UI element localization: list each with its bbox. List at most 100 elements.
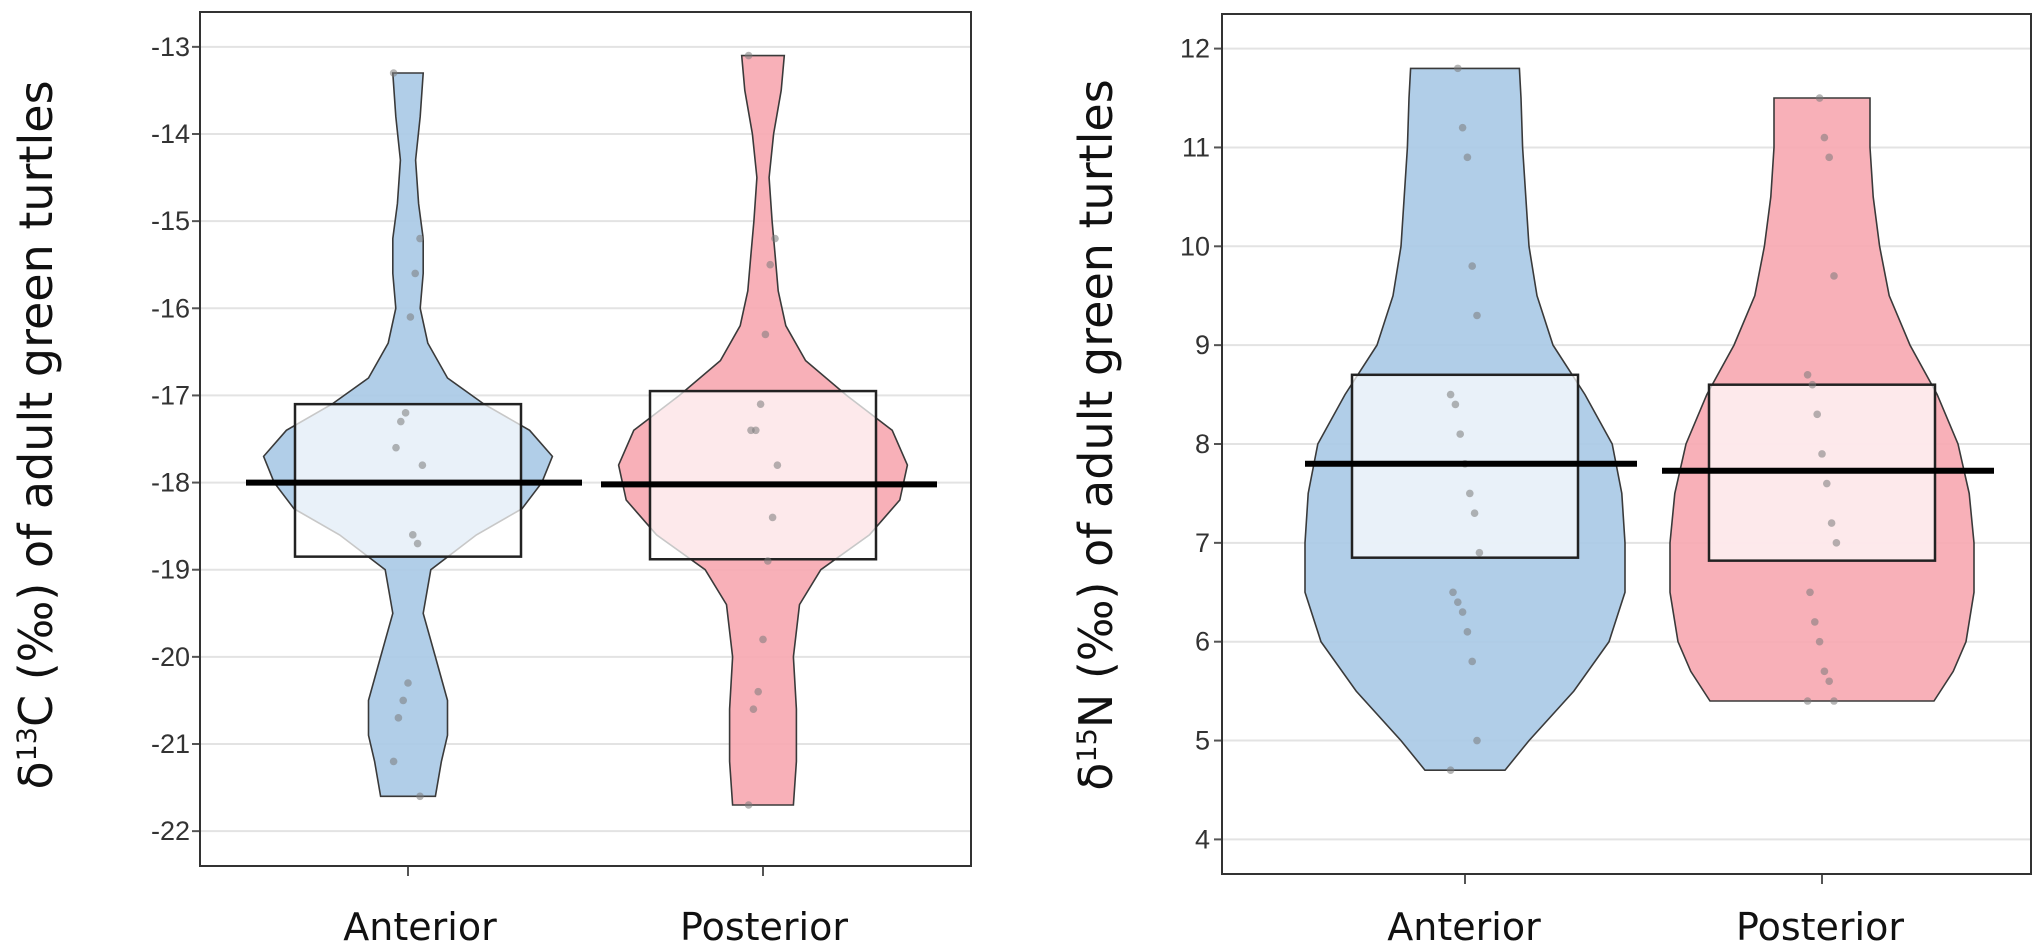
data-point xyxy=(1475,548,1484,557)
data-point xyxy=(1803,371,1812,379)
group-posterior xyxy=(601,51,937,876)
data-point xyxy=(1446,766,1455,775)
data-point xyxy=(771,234,779,243)
data-point xyxy=(1463,628,1472,636)
data-point xyxy=(747,426,755,435)
data-point xyxy=(1818,450,1826,458)
data-point xyxy=(1470,509,1479,517)
data-point xyxy=(1454,64,1462,73)
y-tick-label: 5 xyxy=(1195,726,1210,756)
data-point xyxy=(418,461,427,469)
y-tick-label: -14 xyxy=(151,119,190,149)
group-anterior xyxy=(1304,64,1637,884)
data-point xyxy=(759,635,767,644)
data-point xyxy=(1454,598,1462,606)
group-anterior xyxy=(246,69,582,876)
y-tick-label: -22 xyxy=(151,816,190,846)
data-point xyxy=(409,531,417,539)
data-point xyxy=(766,260,774,269)
data-point xyxy=(744,51,753,60)
y-axis-label: δ15N (‰) of adult green turtles xyxy=(1069,79,1123,790)
data-point xyxy=(744,801,753,809)
data-point xyxy=(401,409,410,417)
data-point xyxy=(1827,519,1836,527)
data-point xyxy=(768,513,777,522)
data-point xyxy=(1463,153,1472,162)
data-point xyxy=(1456,430,1464,438)
y-tick-label: 4 xyxy=(1195,824,1210,854)
data-point xyxy=(1811,618,1819,626)
data-point xyxy=(1468,262,1476,270)
category-label-posterior: Posterior xyxy=(1736,905,1904,949)
data-point xyxy=(1473,736,1481,745)
data-point xyxy=(773,461,782,469)
data-point xyxy=(389,69,398,77)
data-point xyxy=(1813,410,1821,419)
category-label-anterior: Anterior xyxy=(343,905,497,949)
y-tick-label: -19 xyxy=(151,555,190,585)
data-point xyxy=(1830,697,1838,705)
y-axis-ticks: 4 5 6 7 8 9 10 11 12 xyxy=(1180,34,1222,854)
data-point xyxy=(764,557,772,565)
data-point xyxy=(1451,400,1460,409)
data-point xyxy=(413,539,422,548)
y-tick-label: 7 xyxy=(1195,528,1210,558)
nitrogen-isotope-panel: δ15N (‰) of adult green turtles Anterior… xyxy=(1069,13,2032,949)
data-point xyxy=(394,714,403,722)
y-tick-label: -21 xyxy=(151,729,190,759)
data-point xyxy=(1815,637,1824,646)
data-point xyxy=(1466,489,1474,498)
data-point xyxy=(761,330,770,339)
plot-frame xyxy=(199,11,972,867)
data-point xyxy=(1449,588,1457,597)
data-point xyxy=(1468,657,1476,666)
data-point xyxy=(399,696,408,705)
data-point xyxy=(416,792,424,801)
y-tick-label: -13 xyxy=(151,32,190,62)
y-tick-label: 8 xyxy=(1195,429,1210,459)
group-posterior xyxy=(1662,94,1994,884)
data-point xyxy=(1825,153,1833,162)
data-point xyxy=(1473,311,1481,320)
data-point xyxy=(1830,272,1838,280)
data-point xyxy=(1458,608,1467,616)
data-point xyxy=(411,269,420,278)
data-point xyxy=(1808,380,1817,389)
data-point xyxy=(416,234,424,243)
y-axis-ticks: -13 -14 -15 -16 -17 -18 -19 -20 -21 -22 xyxy=(151,32,200,846)
data-point xyxy=(1832,539,1841,547)
data-point xyxy=(392,443,400,452)
data-point xyxy=(1458,123,1467,132)
y-tick-label: 10 xyxy=(1180,231,1210,261)
data-point xyxy=(1446,390,1455,399)
data-point xyxy=(1825,677,1833,686)
y-tick-label: -20 xyxy=(151,642,190,672)
data-point xyxy=(1806,588,1814,597)
data-point xyxy=(1815,94,1824,102)
plot-frame xyxy=(1221,13,2032,875)
data-point xyxy=(404,679,412,687)
data-point xyxy=(397,417,405,426)
y-tick-label: 12 xyxy=(1180,34,1210,64)
y-axis-label: δ13C (‰) of adult green turtles xyxy=(9,80,63,789)
y-tick-label: 11 xyxy=(1182,132,1210,162)
category-label-posterior: Posterior xyxy=(680,905,848,949)
data-point xyxy=(1820,133,1829,142)
data-point xyxy=(1823,479,1831,488)
data-point xyxy=(1803,697,1812,705)
interval-box xyxy=(648,389,878,561)
data-point xyxy=(406,313,415,321)
data-point xyxy=(749,705,758,713)
category-label-anterior: Anterior xyxy=(1387,905,1541,949)
data-point xyxy=(1820,667,1829,676)
data-point xyxy=(389,757,398,766)
y-tick-label: 6 xyxy=(1195,627,1210,657)
y-tick-label: -15 xyxy=(151,206,190,236)
y-tick-label: -16 xyxy=(151,293,190,323)
y-tick-label: -17 xyxy=(151,380,190,410)
y-tick-label: -18 xyxy=(151,468,190,498)
carbon-isotope-panel: δ13C (‰) of adult green turtles Anterior… xyxy=(9,11,972,949)
y-tick-label: 9 xyxy=(1195,330,1210,360)
data-point xyxy=(756,400,765,408)
